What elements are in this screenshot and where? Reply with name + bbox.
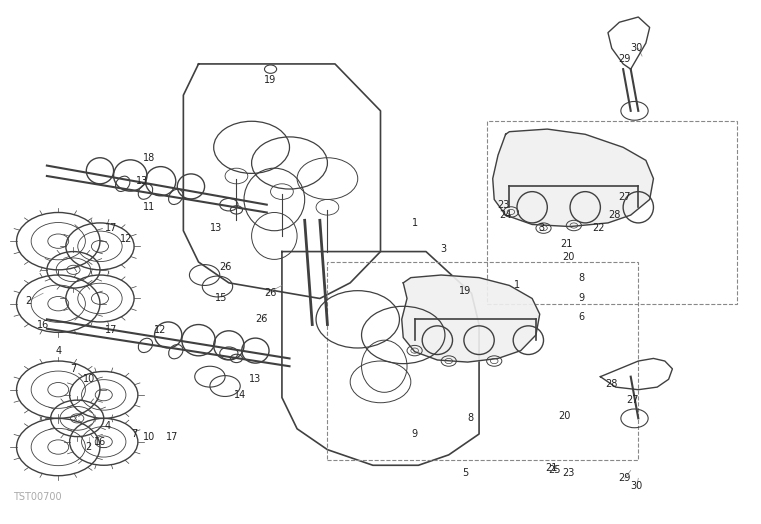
Text: 1: 1 — [514, 280, 520, 290]
Text: 21: 21 — [545, 463, 557, 473]
Text: 18: 18 — [143, 153, 155, 163]
Text: 8: 8 — [467, 413, 473, 423]
Bar — [486, 121, 737, 304]
Text: 23: 23 — [497, 200, 510, 210]
Text: 17: 17 — [105, 325, 117, 335]
Text: 9: 9 — [578, 293, 584, 303]
Text: 20: 20 — [558, 411, 570, 421]
Text: 11: 11 — [143, 202, 155, 212]
Text: 28: 28 — [606, 379, 618, 389]
Text: 3: 3 — [441, 244, 447, 254]
Text: 17: 17 — [105, 223, 117, 233]
Text: TST00700: TST00700 — [13, 492, 62, 502]
Text: 16: 16 — [37, 320, 49, 330]
Text: 26: 26 — [219, 262, 231, 272]
Text: 30: 30 — [631, 43, 643, 53]
Text: 19: 19 — [264, 74, 277, 84]
Text: 27: 27 — [626, 395, 638, 405]
Text: 8: 8 — [578, 272, 584, 282]
Text: 22: 22 — [593, 223, 605, 233]
Text: 21: 21 — [560, 239, 572, 249]
Text: 23: 23 — [562, 468, 575, 478]
Text: 13: 13 — [135, 176, 148, 186]
Text: 7: 7 — [131, 429, 137, 439]
Text: 16: 16 — [94, 437, 106, 447]
Text: 24: 24 — [499, 210, 512, 220]
Text: 6: 6 — [578, 312, 584, 322]
Text: 25: 25 — [549, 465, 561, 475]
Text: 17: 17 — [166, 432, 178, 442]
Text: 7: 7 — [70, 364, 77, 374]
Text: 29: 29 — [619, 473, 631, 483]
Bar — [327, 262, 638, 460]
Polygon shape — [492, 129, 654, 226]
Text: 20: 20 — [562, 252, 575, 262]
Text: 5: 5 — [462, 468, 469, 478]
Text: 29: 29 — [619, 54, 631, 64]
Text: 28: 28 — [608, 210, 620, 220]
Text: 14: 14 — [234, 390, 247, 400]
Text: 10: 10 — [82, 374, 94, 384]
Polygon shape — [402, 275, 540, 362]
Text: 9: 9 — [412, 429, 418, 439]
Text: 26: 26 — [255, 314, 268, 324]
Text: 3: 3 — [538, 223, 544, 233]
Text: 13: 13 — [250, 374, 262, 384]
Text: 10: 10 — [143, 432, 155, 442]
Text: 26: 26 — [264, 288, 277, 298]
Text: 19: 19 — [460, 286, 472, 296]
Text: 13: 13 — [210, 223, 222, 233]
Text: 4: 4 — [104, 421, 110, 431]
Text: 12: 12 — [154, 325, 167, 335]
Text: 4: 4 — [56, 346, 62, 356]
Text: 2: 2 — [25, 296, 31, 306]
Text: 12: 12 — [120, 234, 132, 244]
Text: 2: 2 — [85, 442, 92, 452]
Text: 15: 15 — [215, 293, 228, 303]
Text: 30: 30 — [631, 481, 643, 491]
Text: 27: 27 — [619, 192, 631, 202]
Text: 1: 1 — [412, 218, 418, 228]
